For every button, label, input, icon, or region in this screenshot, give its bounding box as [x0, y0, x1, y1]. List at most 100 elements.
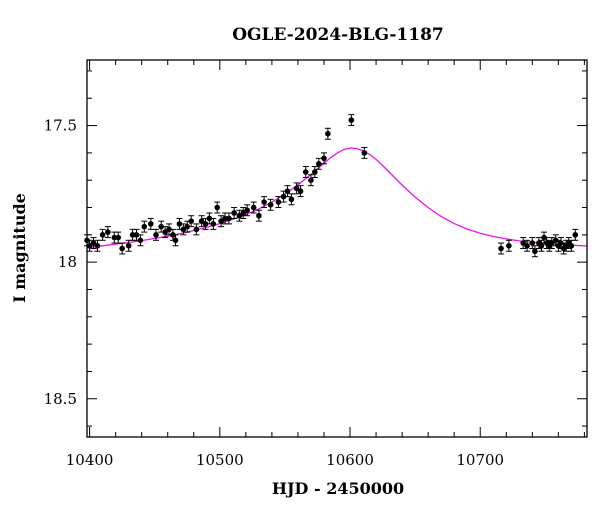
- data-point: [498, 242, 505, 255]
- point-marker: [280, 193, 287, 200]
- x-tick-label: 10400: [66, 451, 114, 469]
- data-point: [104, 226, 111, 239]
- point-marker: [162, 229, 168, 235]
- data-point: [90, 237, 97, 249]
- point-marker: [524, 242, 530, 249]
- point-marker: [226, 215, 232, 222]
- point-marker: [148, 221, 154, 227]
- point-marker: [240, 210, 247, 216]
- data-point: [320, 152, 327, 165]
- point-marker: [275, 199, 282, 205]
- point-marker: [206, 215, 213, 222]
- point-marker: [538, 242, 545, 249]
- y-tick-label: 18: [58, 253, 77, 271]
- data-point: [137, 234, 144, 247]
- tick-labels: 10400 10500 10600 10700 17.5 18 18.5: [44, 117, 504, 469]
- data-point: [315, 157, 322, 170]
- point-marker: [105, 229, 111, 235]
- data-point: [147, 217, 154, 230]
- data-point: [267, 198, 274, 211]
- point-marker: [133, 232, 140, 238]
- data-points: [84, 114, 579, 258]
- data-point: [240, 207, 247, 219]
- point-marker: [568, 242, 575, 249]
- data-point: [548, 237, 555, 249]
- data-point: [275, 196, 282, 209]
- data-point: [176, 217, 183, 230]
- point-marker: [312, 169, 318, 175]
- y-tick-label: 18.5: [44, 390, 77, 408]
- point-marker: [90, 240, 97, 246]
- point-marker: [250, 204, 257, 211]
- point-marker: [288, 196, 295, 203]
- point-marker: [193, 226, 200, 233]
- data-point: [307, 174, 314, 187]
- data-point: [348, 114, 355, 127]
- point-marker: [141, 223, 148, 230]
- data-point: [529, 237, 536, 249]
- point-marker: [86, 242, 93, 249]
- data-point: [162, 226, 169, 239]
- data-point: [141, 220, 148, 233]
- point-marker: [119, 245, 125, 252]
- data-point: [119, 242, 126, 255]
- point-marker: [94, 242, 101, 249]
- point-marker: [111, 234, 118, 241]
- point-marker: [267, 201, 274, 208]
- data-point: [255, 209, 262, 222]
- chart-title: OGLE-2024-BLG-1187: [232, 25, 444, 45]
- point-marker: [184, 223, 191, 230]
- data-point: [99, 228, 106, 241]
- point-marker: [202, 221, 209, 227]
- point-marker: [520, 240, 526, 246]
- data-point: [250, 201, 257, 214]
- point-marker: [498, 245, 504, 252]
- data-point: [153, 228, 160, 241]
- x-tick-label: 10500: [196, 451, 244, 469]
- point-marker: [297, 188, 304, 194]
- data-point: [261, 196, 268, 209]
- data-point: [324, 127, 331, 140]
- data-point: [288, 193, 295, 206]
- point-marker: [115, 234, 122, 241]
- point-marker: [231, 210, 237, 216]
- data-point: [172, 234, 179, 247]
- point-marker: [325, 130, 331, 137]
- data-point: [231, 207, 238, 219]
- point-marker: [348, 117, 355, 123]
- point-marker: [549, 240, 555, 246]
- point-marker: [244, 207, 250, 214]
- point-marker: [361, 150, 368, 156]
- data-point: [180, 223, 187, 236]
- point-marker: [125, 242, 132, 249]
- point-marker: [236, 212, 243, 219]
- data-point: [115, 231, 122, 244]
- x-tick-label: 10700: [456, 451, 504, 469]
- point-marker: [529, 240, 536, 246]
- data-point: [572, 228, 579, 241]
- point-marker: [308, 177, 314, 184]
- point-marker: [321, 155, 327, 162]
- data-point: [218, 215, 225, 228]
- point-marker: [129, 232, 136, 238]
- data-point: [361, 146, 368, 159]
- data-point: [244, 204, 251, 217]
- x-axis-label: HJD - 2450000: [272, 479, 404, 498]
- data-point: [184, 220, 191, 233]
- plot-frame: [86, 59, 588, 438]
- data-point: [297, 185, 304, 198]
- data-point: [531, 245, 538, 258]
- data-point: [311, 166, 318, 178]
- point-marker: [222, 215, 228, 222]
- point-marker: [137, 237, 144, 244]
- point-marker: [256, 212, 262, 219]
- data-point: [236, 209, 243, 222]
- point-marker: [176, 221, 183, 227]
- data-point: [188, 215, 195, 228]
- point-marker: [315, 161, 322, 167]
- point-marker: [261, 199, 267, 205]
- data-point: [133, 228, 140, 241]
- point-marker: [210, 221, 217, 227]
- point-marker: [284, 188, 291, 194]
